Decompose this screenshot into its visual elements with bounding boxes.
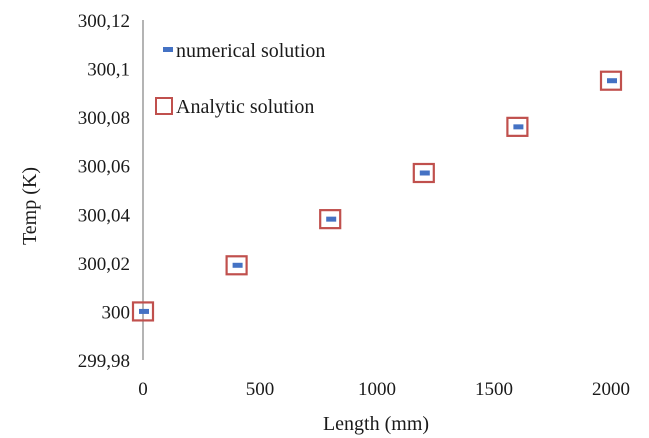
x-tick-label: 1500	[475, 379, 513, 400]
numerical-point	[326, 216, 337, 222]
legend-entry: Analytic solution	[155, 96, 314, 118]
plot-area	[131, 70, 623, 322]
analytic-point	[225, 255, 248, 276]
x-tick-label: 1000	[358, 379, 396, 400]
y-tick-label: 300,06	[78, 157, 130, 178]
y-tick-label: 300,1	[87, 60, 130, 81]
analytic-point	[412, 162, 435, 184]
numerical-point	[419, 170, 430, 176]
y-axis-title: Temp (K)	[19, 167, 41, 245]
series-analytic	[131, 70, 623, 322]
numerical-point	[232, 262, 243, 268]
y-tick-label: 300,12	[78, 11, 130, 32]
x-tick-label: 0	[138, 379, 148, 400]
series-numerical	[139, 78, 617, 314]
analytic-point	[506, 116, 529, 137]
x-axis-title: Length (mm)	[323, 413, 429, 435]
numerical-point	[607, 78, 617, 84]
legend-label: numerical solution	[176, 40, 325, 62]
y-tick-label: 299,98	[78, 351, 130, 372]
x-tick-label: 2000	[592, 379, 630, 400]
numerical-point	[139, 308, 149, 314]
analytic-point	[599, 70, 623, 91]
y-tick-labels: 299,98 300 300,02 300,04 300,06 300,08 300,1 30…	[78, 11, 131, 372]
y-tick-label: 300,04	[78, 205, 131, 226]
legend-swatch-numerical	[163, 47, 173, 52]
analytic-point	[319, 209, 342, 230]
analytic-point	[131, 301, 155, 322]
legend-swatch-analytic	[155, 97, 173, 115]
legend-entry: numerical solution	[163, 40, 325, 62]
y-tick-label: 300,02	[78, 254, 130, 275]
legend: numerical solution Analytic solution	[155, 40, 325, 118]
y-tick-label: 300	[102, 302, 131, 323]
numerical-point	[513, 124, 524, 130]
y-tick-label: 300,08	[78, 108, 130, 129]
legend-label: Analytic solution	[176, 96, 314, 118]
x-tick-labels: 0 500 1000 1500 2000	[138, 379, 630, 400]
x-tick-label: 500	[246, 379, 275, 400]
